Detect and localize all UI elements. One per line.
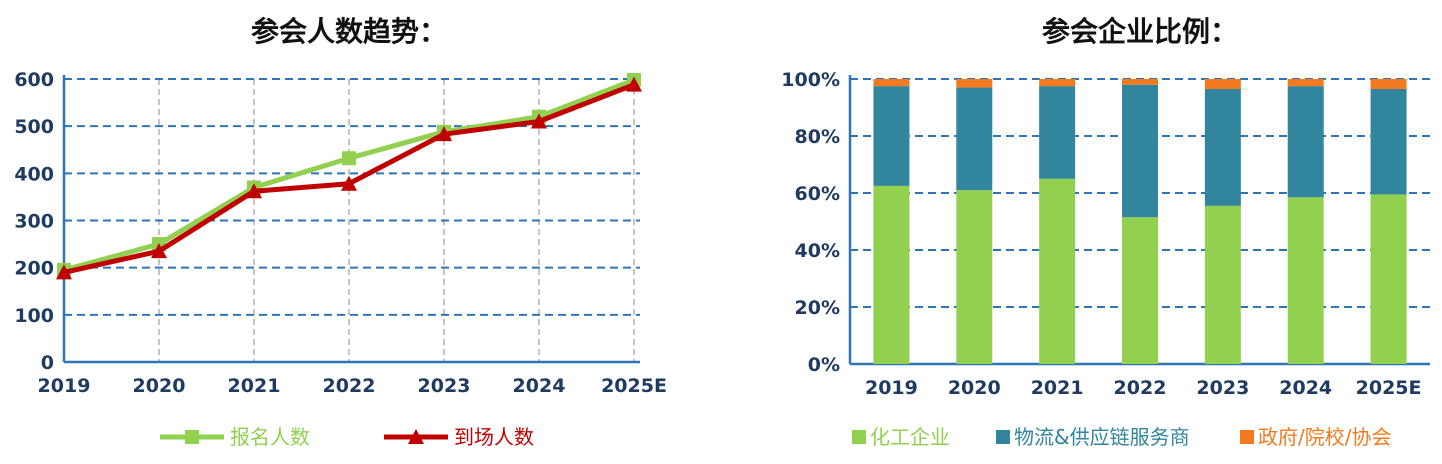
bar-segment-2 [956,87,993,191]
x-tick-label: 2022 [323,375,376,397]
y-tick-label: 0% [808,354,840,376]
x-tick-label: 2022 [1114,377,1167,399]
left-chart-panel: 参会人数趋势： 0 100 200 300 400 500 600 2019 2020 2021 2… [0,0,700,464]
legend-label: 报名人数 [230,425,310,449]
y-tick-label: 400 [14,163,54,185]
legend-label: 到场人数 [454,425,534,449]
x-tick-label: 2023 [418,375,471,397]
bar-chart-title: 参会企业比例： [1041,15,1238,48]
right-chart-panel: 参会企业比例： 0% 20% 40% 60% 80% 100% 2019 2020 2021 20… [760,0,1442,464]
x-tick-label: 2020 [133,375,186,397]
y-tick-label: 100 [14,305,54,327]
x-tick-label: 2021 [228,375,281,397]
x-tick-label: 2025E [601,375,667,397]
bar-segment-1 [1122,217,1158,364]
data-point-triangle [341,175,357,191]
data-point-square [342,151,356,166]
bar-segment-1 [1204,205,1241,364]
data-point-triangle [626,76,642,92]
y-tick-label: 0 [41,352,54,374]
bar-segment-2 [1370,88,1407,195]
x-tick-label: 2025E [1356,377,1422,399]
bar-segment-3 [873,79,910,87]
bar-segment-3 [1370,79,1407,89]
bar-segment-2 [1039,86,1076,179]
legend-label: 政府/院校/协会 [1258,425,1391,449]
y-tick-label: 60% [795,183,840,205]
line-chart-title: 参会人数趋势： [250,15,447,48]
bar-segment-1 [1039,178,1076,364]
bar-segment-1 [956,190,993,364]
x-tick-label: 2021 [1031,377,1084,399]
x-tick-label: 2020 [948,377,1001,399]
data-point-triangle [56,264,72,280]
legend-marker-triangle [408,429,424,444]
y-tick-label: 80% [795,126,840,148]
legend-swatch [1240,430,1254,444]
y-tick-label: 500 [14,116,54,138]
bar-segment-1 [1370,194,1407,364]
stacked-bar-chart: 0% 20% 40% 60% 80% 100% 2019 2020 2021 2022 2023 20… [781,69,1430,449]
data-point-triangle [151,243,167,259]
bar-segment-2 [1122,84,1158,218]
x-tick-label: 2024 [513,375,566,397]
legend-label: 化工企业 [870,425,950,449]
bar-segment-2 [1287,86,1324,198]
bar-segment-3 [1204,79,1241,89]
bar-segment-2 [1204,88,1241,206]
legend-label: 物流&供应链服务商 [1014,425,1190,449]
bar-segment-3 [956,79,993,88]
x-tick-label: 2024 [1279,377,1332,399]
y-tick-label: 100% [781,69,840,91]
bar-segment-3 [1039,79,1076,87]
x-tick-label: 2019 [865,377,918,399]
line-chart: 0 100 200 300 400 500 600 2019 2020 2021 2022 2023 2… [14,69,667,449]
data-point-triangle [436,126,452,142]
y-tick-label: 200 [14,258,54,280]
y-tick-label: 600 [14,69,54,91]
legend-swatch [996,430,1010,444]
bar-segment-3 [1287,79,1324,87]
bar-segment-1 [873,185,910,364]
y-tick-label: 20% [795,297,840,319]
legend-marker-square [185,430,199,444]
y-tick-label: 300 [14,211,54,233]
bar-segment-1 [1287,197,1324,364]
x-tick-label: 2023 [1196,377,1249,399]
data-point-triangle [531,113,547,129]
legend-swatch [852,430,866,444]
bar-segment-2 [873,86,910,186]
x-tick-label: 2019 [38,375,91,397]
data-point-triangle [246,183,262,199]
y-tick-label: 40% [795,240,840,262]
bar-segment-3 [1122,79,1158,85]
